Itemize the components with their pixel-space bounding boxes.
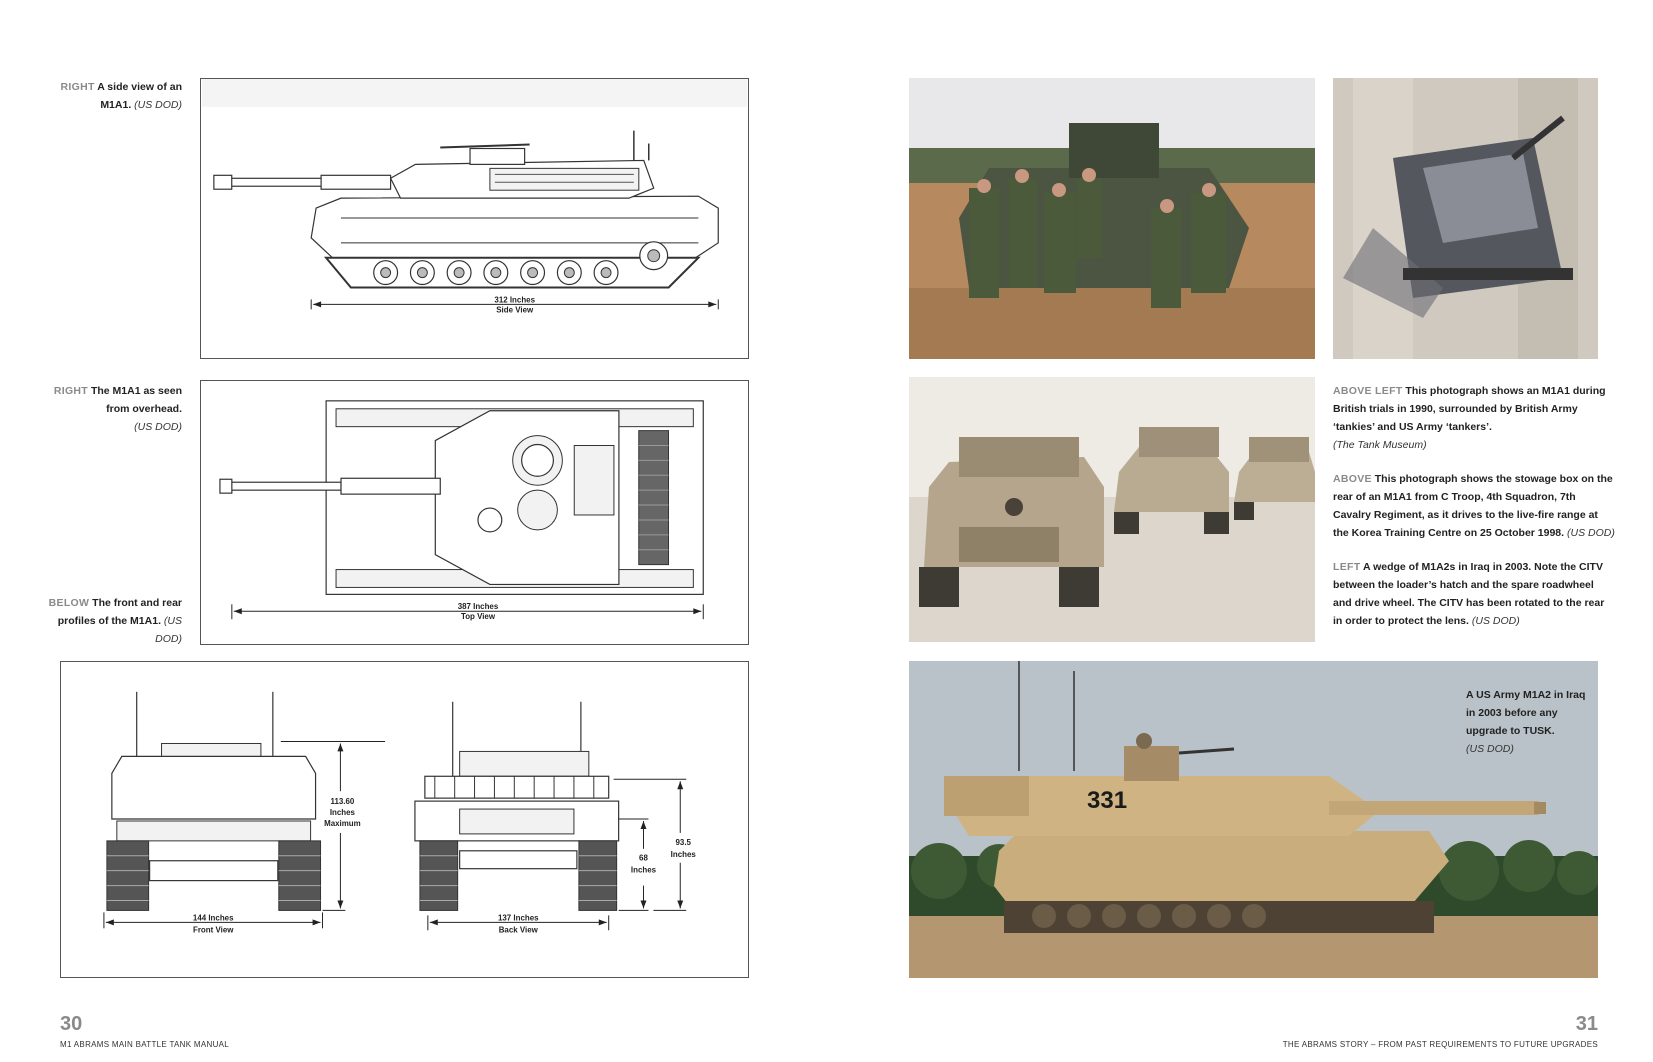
caption-text: This photograph shows an M1A1 during Bri… [1333, 385, 1606, 433]
caption-side-view: RIGHT A side view of an M1A1. (US DOD) [40, 78, 183, 114]
caption-text: A side view of an M1A1. [94, 81, 182, 111]
caption-lead: ABOVE [1333, 473, 1372, 485]
caption-credit: (US DOD) [134, 99, 182, 111]
back-width-value: 137 Inches [498, 913, 539, 922]
running-head-right: THE ABRAMS STORY – FROM PAST REQUIREMENT… [1282, 1040, 1598, 1049]
photo-wedge-svg [909, 377, 1315, 642]
front-back-profiles-drawing: 144 Inches Front View 113.60 Inches Maxi… [60, 661, 749, 978]
photo-overhead-svg [1333, 78, 1598, 359]
caption-credit: (The Tank Museum) [1333, 439, 1427, 451]
back-width-label: Back View [499, 925, 539, 934]
back-overall-value: 93.5 [676, 838, 692, 847]
side-view-dim-label: Side View [496, 305, 534, 314]
photo-m1a2-iraq: 331 [909, 661, 1598, 978]
back-overall-unit: Inches [671, 850, 697, 859]
caption-credit: (US DOD) [155, 615, 182, 645]
caption-text: A US Army M1A2 in Iraq in 2003 before an… [1466, 689, 1586, 737]
caption-left: LEFT A wedge of M1A2s in Iraq in 2003. N… [1333, 558, 1615, 630]
caption-overhead-view: RIGHT The M1A1 as seen from overhead. (U… [40, 382, 182, 436]
photo-overhead-m1a1 [1333, 78, 1598, 359]
caption-profiles: BELOW The front and rear profiles of the… [40, 594, 182, 648]
caption-lead: LEFT [1333, 561, 1361, 573]
back-height-unit: Inches [631, 866, 657, 875]
caption-text: The M1A1 as seen from overhead. [88, 385, 182, 415]
side-view-dim-value: 312 Inches [494, 295, 535, 304]
top-view-dim-label: Top View [461, 612, 496, 621]
profiles-svg: 144 Inches Front View 113.60 Inches Maxi… [103, 691, 697, 934]
hull-number: 331 [1087, 787, 1127, 814]
top-view-svg: 387 Inches Top View [219, 400, 704, 621]
side-view-svg: 312 Inches Side View [201, 79, 748, 314]
caption-credit: (US DOD) [1566, 527, 1615, 539]
caption-lead: RIGHT [53, 385, 89, 397]
back-height-value: 68 [639, 854, 648, 863]
caption-credit: (US DOD) [1471, 615, 1520, 627]
caption-above: ABOVE This photograph shows the stowage … [1333, 470, 1615, 542]
caption-block-right: ABOVE LEFT This photograph shows an M1A1… [1333, 382, 1615, 630]
caption-text: The front and rear profiles of the M1A1. [57, 597, 182, 627]
front-height-label: Maximum [324, 819, 361, 828]
front-view: 144 Inches Front View 113.60 Inches Maxi… [103, 691, 386, 934]
page-number-left: 30 [60, 1013, 83, 1035]
photo-british-trials-svg [909, 78, 1315, 359]
back-view: 137 Inches Back View 68 Inches 93.5 Inch… [414, 701, 697, 934]
photo-m1a2-wedge [909, 377, 1315, 642]
caption-credit: (US DOD) [1466, 743, 1514, 755]
caption-lead: BELOW [48, 597, 90, 609]
caption-credit: (US DOD) [134, 421, 182, 433]
caption-text: A wedge of M1A2s in Iraq in 2003. Note t… [1333, 561, 1605, 627]
caption-lead: RIGHT [60, 81, 95, 93]
caption-text: This photograph shows the stowage box on… [1333, 473, 1613, 539]
front-width-value: 144 Inches [193, 913, 234, 922]
side-view-drawing: 312 Inches Side View [200, 78, 749, 359]
front-width-label: Front View [193, 925, 234, 934]
front-height-unit: Inches [330, 808, 356, 817]
caption-above-left: ABOVE LEFT This photograph shows an M1A1… [1333, 382, 1615, 454]
front-height-value: 113.60 [330, 797, 354, 806]
top-view-dim-value: 387 Inches [458, 602, 499, 611]
top-view-drawing: 387 Inches Top View [200, 380, 749, 645]
running-head-left: M1 ABRAMS MAIN BATTLE TANK MANUAL [60, 1040, 230, 1049]
caption-lead: ABOVE LEFT [1333, 385, 1403, 397]
page-number-right: 31 [1575, 1013, 1598, 1035]
caption-photo-inset: A US Army M1A2 in Iraq in 2003 before an… [1466, 686, 1586, 758]
photo-iraq-svg: 331 [909, 661, 1598, 978]
photo-british-trials [909, 78, 1315, 359]
